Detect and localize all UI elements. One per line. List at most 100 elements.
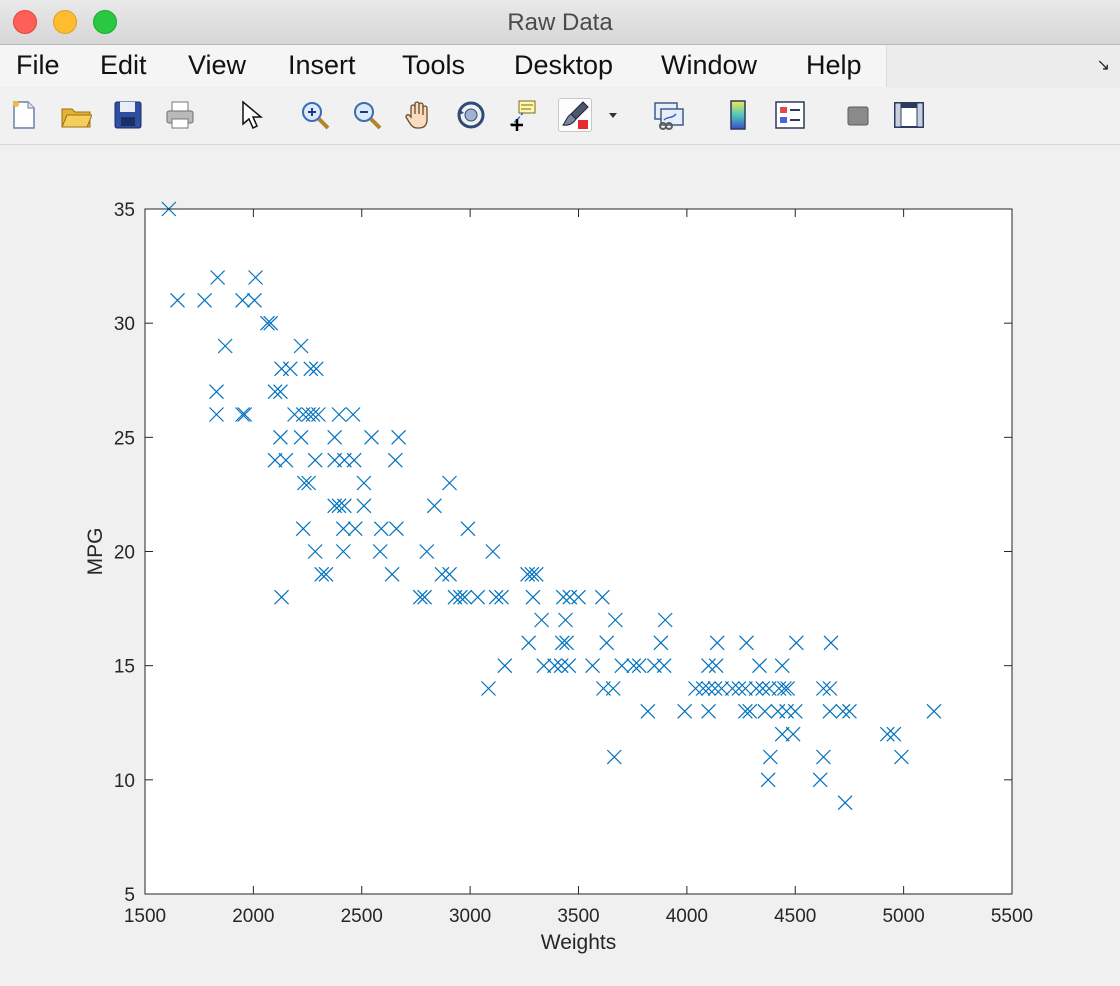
data-point-marker [274,589,289,605]
menu-tools[interactable]: Tools [402,50,466,80]
data-point-marker [774,658,790,674]
data-point-marker [742,703,758,719]
scatter-plot[interactable]: 1500 2000 2500 3000 3500 4000 4500 5000 5500 5 10 1… [0,145,1120,986]
data-point-marker [701,703,716,719]
menu-bar: File Edit View Insert Tools Desktop Wind… [0,45,1120,87]
data-point-marker [470,589,486,605]
title-bar: Raw Data [0,0,1120,45]
data-point-marker [426,498,442,514]
x-tick-label: 4500 [774,906,816,927]
brush-dropdown-button[interactable] [598,98,628,132]
menu-edit[interactable]: Edit [100,50,147,80]
insert-colorbar-button[interactable] [721,98,755,132]
data-point-marker [677,703,693,719]
data-point-marker [724,681,740,696]
insert-legend-button[interactable] [773,98,807,132]
show-plot-tools-button[interactable] [892,98,926,132]
menu-help[interactable]: Help [806,50,862,80]
data-point-marker [419,544,435,559]
data-point-marker [534,612,550,628]
hide-plot-tools-icon [847,106,869,126]
data-point-marker [391,429,407,445]
data-cursor-button[interactable] [506,98,540,132]
brush-dropdown-icon [609,113,617,118]
rotate-3d-icon [457,101,485,129]
data-point-marker [835,703,851,719]
brush-icon [561,101,589,129]
zoom-window-button[interactable] [93,10,117,34]
y-axis-label: MPG [84,528,107,576]
menu-file[interactable]: File [16,50,60,80]
brush-button[interactable] [558,98,592,132]
minimize-window-button[interactable] [53,10,77,34]
data-point-marker [536,658,552,674]
zoom-in-button[interactable] [298,98,332,132]
data-point-marker [640,703,656,719]
data-point-marker [197,292,213,308]
data-point-marker [307,452,323,468]
data-point-marker [282,361,298,377]
pointer-button[interactable] [233,98,267,132]
data-point-marker [314,566,330,582]
data-point-marker [879,726,895,742]
new-figure-icon [13,101,35,129]
zoom-out-button[interactable] [350,98,384,132]
data-point-marker [248,270,263,285]
menu-desktop[interactable]: Desktop [514,50,614,80]
new-figure-button[interactable] [7,98,41,132]
data-point-marker [345,407,361,422]
data-point-marker [787,703,803,719]
y-tick-label: 10 [114,771,135,792]
data-point-marker [417,589,433,605]
data-point-marker [585,658,601,674]
data-point-marker [748,681,764,696]
axes-box [144,208,1013,895]
open-file-button[interactable] [59,98,93,132]
data-point-marker [260,315,275,331]
data-point-marker [389,521,404,537]
data-point-marker [656,658,672,674]
data-point-marker [210,270,226,285]
data-point-marker [554,635,570,651]
data-point-marker [217,338,233,354]
data-point-marker [842,703,857,719]
data-point-marker [631,658,647,674]
data-point-marker [247,292,262,308]
data-point-marker [762,749,778,765]
data-point-marker [331,498,347,514]
menu-insert[interactable]: Insert [288,50,356,80]
x-tick-label: 1500 [124,906,166,927]
data-point-marker [688,681,703,696]
data-point-marker [607,612,623,628]
colorbar-icon [730,100,746,130]
data-point-marker [293,429,309,445]
figure-toolbar [0,88,1120,145]
rotate-3d-button[interactable] [454,98,488,132]
hide-plot-tools-button[interactable] [841,98,875,132]
menu-window[interactable]: Window [661,50,758,80]
data-point-marker [737,681,753,696]
toolbar-dock-arrow-icon[interactable]: ↘ [1096,57,1110,74]
menu-view[interactable]: View [188,50,247,80]
x-tick-label: 5000 [882,906,924,927]
axes-background[interactable] [145,209,1012,894]
data-point-marker [335,544,351,559]
data-point-marker [561,658,577,674]
data-point-marker [331,407,347,422]
data-point-marker [327,429,343,445]
save-button[interactable] [111,98,145,132]
data-point-marker [816,681,831,696]
data-point-marker [442,566,457,582]
menu-bar-empty-area [886,45,1120,87]
close-window-button[interactable] [13,10,37,34]
x-tick-label: 5500 [991,906,1033,927]
print-button[interactable] [163,98,197,132]
data-point-marker [485,544,501,559]
pan-button[interactable] [402,98,436,132]
data-point-marker [559,635,575,651]
data-point-marker [301,475,317,491]
show-plot-tools-icon [894,102,924,128]
data-point-marker [263,315,279,331]
link-plot-button[interactable] [652,98,686,132]
data-point-marker [708,658,724,674]
